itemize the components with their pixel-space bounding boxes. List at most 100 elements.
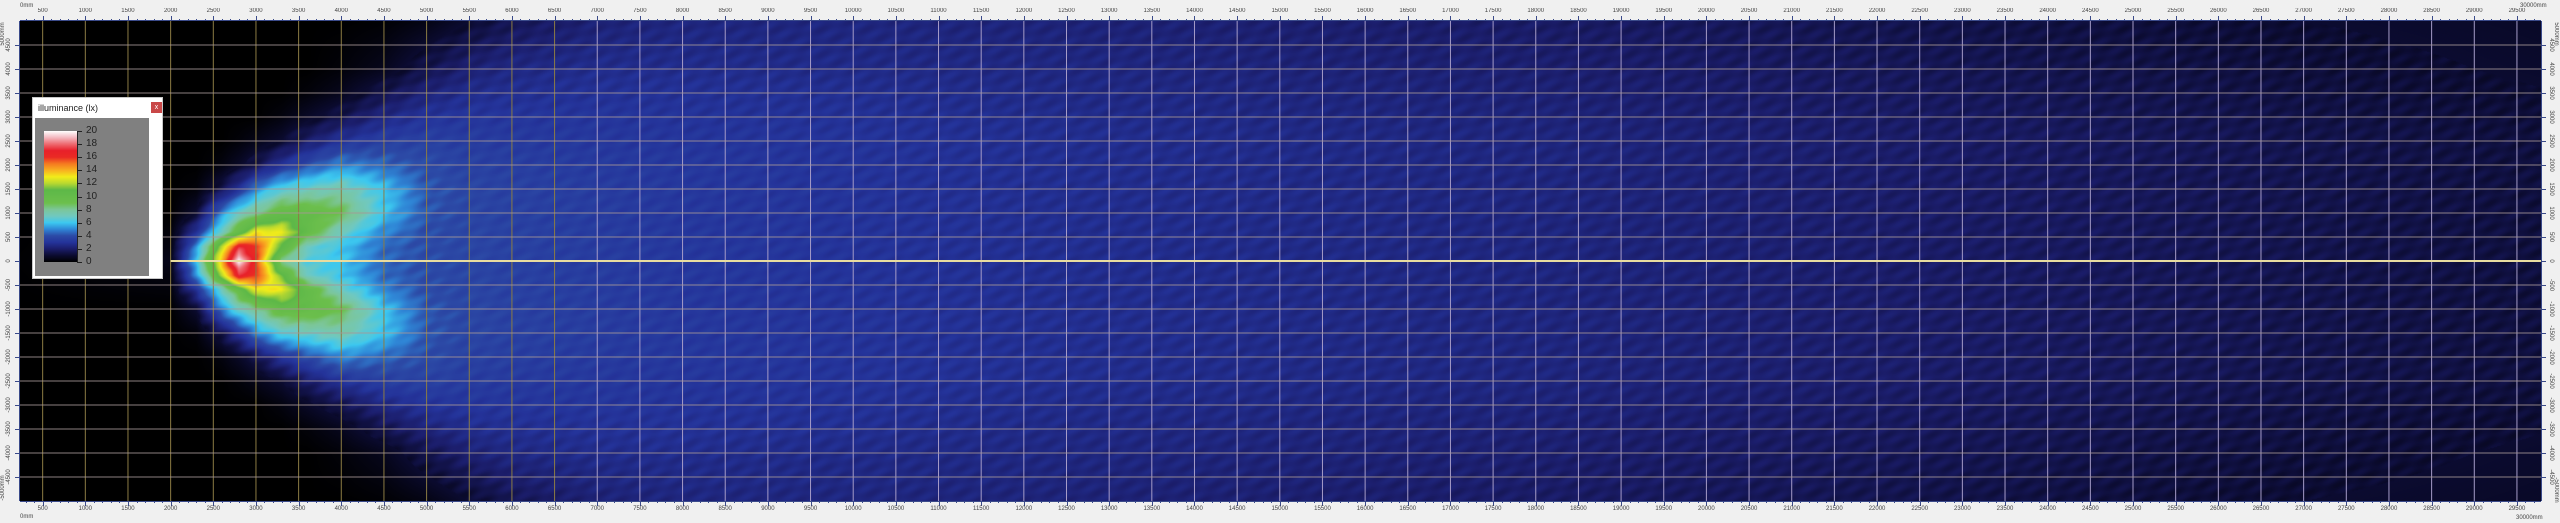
x-tick-top <box>1493 16 1495 21</box>
x-tick-bottom <box>2414 501 2416 503</box>
x-tick-label-top: 25000 <box>2124 8 2142 14</box>
y-tick-label-left: 1500 <box>6 182 12 196</box>
y-tick-label-left: -2500 <box>6 373 12 389</box>
x-tick-bottom <box>674 501 676 503</box>
x-tick-bottom <box>1731 501 1733 503</box>
x-tick-bottom <box>51 501 53 503</box>
x-tick-bottom <box>725 501 727 506</box>
y-tick-right <box>2541 381 2546 382</box>
x-tick-label-bottom: 28500 <box>2423 506 2440 512</box>
x-tick-top <box>1450 16 1452 21</box>
y-tick-label-left: 1000 <box>6 206 12 220</box>
x-tick-label-top: 16000 <box>1356 8 1374 14</box>
y-tick-right <box>2541 237 2546 238</box>
y-tick-label-right: -2500 <box>2548 373 2554 389</box>
x-tick-bottom <box>2133 501 2134 506</box>
x-tick-bottom <box>1100 501 1102 503</box>
x-tick-label-bottom: 16500 <box>1399 506 1417 512</box>
x-tick-bottom <box>486 501 488 503</box>
x-tick-bottom <box>1254 501 1256 503</box>
x-tick-label-top: 19000 <box>1612 8 1630 14</box>
x-tick-label-bottom: 1500 <box>121 506 135 512</box>
x-tick-bottom <box>580 501 582 503</box>
x-tick-label-bottom: 26500 <box>2252 506 2270 512</box>
x-tick-bottom <box>383 501 385 506</box>
x-tick-label-top: 1000 <box>78 8 92 14</box>
y-tick-label-right: 2000 <box>2548 158 2554 172</box>
x-tick-bottom <box>1842 501 1844 503</box>
x-tick-bottom <box>1288 501 1290 503</box>
x-tick-bottom <box>2226 501 2228 503</box>
x-tick-bottom <box>2448 501 2450 503</box>
y-tick-left <box>15 213 20 214</box>
x-tick-label-top: 500 <box>37 8 48 14</box>
x-tick-label-top: 10000 <box>844 8 862 14</box>
illuminance-heatmap[interactable] <box>20 21 2541 501</box>
legend-window[interactable]: illuminance (lx) x 0 2 4 6 8 10 12 14 16 18 20 <box>32 97 163 279</box>
x-tick-label-top: 2000 <box>163 8 178 14</box>
x-tick-bottom <box>170 501 172 506</box>
x-tick-top <box>1279 16 1281 21</box>
x-tick-bottom <box>42 501 44 506</box>
x-tick-bottom <box>2397 501 2399 503</box>
y-tick-right <box>2541 141 2546 142</box>
x-tick-label-top: 20500 <box>1740 8 1758 14</box>
x-tick-bottom <box>2081 501 2083 503</box>
x-tick-label-top: 14000 <box>1186 8 1203 14</box>
x-tick-top <box>2346 16 2348 21</box>
y-tick-left <box>15 381 20 382</box>
y-tick-right <box>2541 165 2546 166</box>
x-tick-bottom <box>1979 501 1981 503</box>
x-tick-top <box>554 16 556 21</box>
x-tick-bottom <box>255 501 257 506</box>
x-tick-bottom <box>1817 501 1819 503</box>
legend-close-button[interactable]: x <box>151 102 162 113</box>
x-tick-bottom <box>776 501 778 503</box>
x-tick-bottom <box>281 501 283 503</box>
x-tick-bottom <box>2073 501 2075 503</box>
x-tick-top <box>2090 16 2092 21</box>
x-tick-bottom <box>520 501 522 503</box>
x-tick-top <box>725 16 727 21</box>
x-tick-top <box>981 16 983 21</box>
x-tick-bottom <box>2150 501 2152 503</box>
x-tick-label-bottom: 2500 <box>206 506 220 512</box>
x-tick-bottom <box>1501 501 1503 503</box>
x-tick-bottom <box>324 501 326 503</box>
x-tick-bottom <box>1203 501 1204 503</box>
y-tick-label-left: -1000 <box>6 301 12 317</box>
y-tick-right <box>2541 93 2546 94</box>
x-tick-top <box>1621 16 1623 21</box>
x-tick-bottom <box>2337 501 2339 503</box>
x-tick-label-bottom: 7500 <box>633 506 647 512</box>
y-tick-left <box>15 69 20 70</box>
x-tick-bottom <box>187 501 189 503</box>
x-tick-bottom <box>460 501 462 503</box>
x-tick-bottom <box>1877 501 1879 506</box>
x-tick-label-bottom: 14000 <box>1186 506 1203 512</box>
x-tick-bottom <box>2141 501 2143 503</box>
y-tick-label-left: 500 <box>6 231 12 243</box>
x-tick-bottom <box>1237 501 1239 506</box>
x-tick-top <box>42 16 44 21</box>
x-tick-bottom <box>1151 501 1153 506</box>
x-tick-label-bottom: 1000 <box>78 506 92 512</box>
x-tick-bottom <box>1083 501 1085 503</box>
x-tick-label-bottom: 18500 <box>1570 506 1587 512</box>
colorbar-tick <box>77 222 82 224</box>
x-tick-bottom <box>179 501 181 503</box>
x-tick-top <box>767 16 769 21</box>
x-tick-bottom <box>1032 501 1034 503</box>
x-tick-bottom <box>2482 501 2484 503</box>
x-tick-label-bottom: 9500 <box>803 506 818 512</box>
x-tick-bottom <box>1621 501 1623 506</box>
x-tick-bottom <box>1075 501 1077 503</box>
x-tick-bottom <box>605 501 607 503</box>
x-tick-bottom <box>2056 501 2058 503</box>
x-tick-label-bottom: 9000 <box>761 506 775 512</box>
x-tick-bottom <box>401 501 402 503</box>
x-tick-label-bottom: 6500 <box>547 506 562 512</box>
x-tick-top <box>2474 16 2476 21</box>
x-tick-bottom <box>972 501 974 503</box>
x-tick-bottom <box>793 501 795 503</box>
